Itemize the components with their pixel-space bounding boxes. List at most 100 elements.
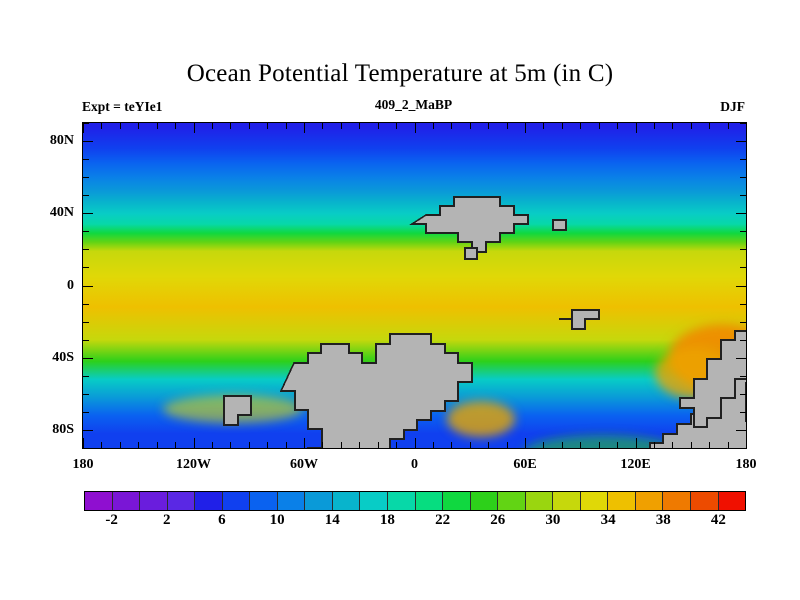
axis-tick-mark xyxy=(598,442,600,448)
axis-tick-mark xyxy=(101,123,103,129)
axis-tick-mark xyxy=(740,393,746,395)
axis-tick-mark xyxy=(83,231,89,233)
axis-tick-mark xyxy=(304,438,305,448)
x-axis-tick-label: 120W xyxy=(176,457,211,472)
axis-tick-mark xyxy=(598,123,600,129)
y-axis-tick-label: 80N xyxy=(49,133,74,149)
axis-tick-mark xyxy=(83,357,93,359)
axis-tick-mark xyxy=(740,321,746,323)
axis-tick-mark xyxy=(736,213,746,215)
colorbar-tick-label: 34 xyxy=(600,512,616,528)
axis-tick-mark xyxy=(740,177,746,179)
axis-tick-mark xyxy=(740,249,746,251)
axis-tick-mark xyxy=(211,442,213,448)
axis-tick-mark xyxy=(561,123,563,129)
colorbar-tick-label: 10 xyxy=(269,512,285,528)
x-axis-tick-label: 60W xyxy=(290,457,318,472)
axis-tick-mark xyxy=(83,393,89,395)
axis-tick-mark xyxy=(83,123,84,133)
colorbar-cell xyxy=(691,492,719,510)
axis-tick-mark xyxy=(83,429,93,431)
colorbar-tick-label: 42 xyxy=(710,512,726,528)
colorbar-cell xyxy=(525,492,554,510)
colorbar-tick-label: 38 xyxy=(655,512,671,528)
axis-tick-mark xyxy=(267,442,269,448)
axis-tick-mark xyxy=(740,267,746,269)
axis-tick-mark xyxy=(469,123,471,129)
colorbar-cell xyxy=(718,492,746,510)
axis-tick-mark xyxy=(359,123,361,129)
axis-tick-mark xyxy=(83,375,89,377)
axis-tick-mark xyxy=(635,123,637,133)
axis-tick-mark xyxy=(727,123,729,129)
colorbar-tick-label: 30 xyxy=(545,512,561,528)
colorbar-cell xyxy=(305,492,333,510)
y-axis-tick-label: 80S xyxy=(52,421,74,437)
axis-tick-mark xyxy=(83,267,89,269)
colorbar-tick-label: 22 xyxy=(435,512,451,528)
axis-tick-mark xyxy=(83,159,89,161)
axis-tick-mark xyxy=(543,123,545,129)
axis-tick-mark xyxy=(653,123,655,129)
axis-tick-mark xyxy=(740,339,746,341)
x-axis-tick-label: 120E xyxy=(620,457,651,472)
colorbar-cell xyxy=(85,492,113,510)
axis-tick-mark xyxy=(119,442,121,448)
axis-tick-mark xyxy=(709,442,711,448)
colorbar-swatches xyxy=(84,491,746,511)
axis-tick-mark xyxy=(740,231,746,233)
axis-tick-mark xyxy=(506,123,508,129)
axis-tick-mark xyxy=(672,123,674,129)
colorbar-cell xyxy=(553,492,581,510)
axis-tick-mark xyxy=(119,123,121,129)
axis-tick-mark xyxy=(488,123,490,129)
colorbar-tick-labels: -2 2 6 10 14 18 22 26 30 34 38 42 xyxy=(84,512,746,538)
map-plot-area xyxy=(82,122,747,449)
axis-tick-mark xyxy=(322,442,324,448)
x-axis-tick-label: 180 xyxy=(735,457,757,472)
colorbar-cell xyxy=(580,492,609,510)
axis-tick-mark xyxy=(101,442,103,448)
colorbar-cell xyxy=(140,492,168,510)
axis-tick-mark xyxy=(736,357,746,359)
axis-tick-mark xyxy=(672,442,674,448)
axis-tick-mark xyxy=(83,321,89,323)
colorbar-tick-label: 26 xyxy=(490,512,506,528)
axis-tick-mark xyxy=(322,123,324,129)
axis-tick-mark xyxy=(736,285,746,287)
temperature-field xyxy=(83,123,746,448)
axis-tick-mark xyxy=(617,442,619,448)
axis-tick-mark xyxy=(740,159,746,161)
axis-tick-mark xyxy=(83,285,93,287)
axis-tick-mark xyxy=(396,123,398,129)
colorbar-cell xyxy=(388,492,416,510)
axis-tick-mark xyxy=(230,123,232,129)
y-axis-tick-label: 40N xyxy=(49,205,74,221)
colorbar-cell xyxy=(443,492,471,510)
page-title: Ocean Potential Temperature at 5m (in C) xyxy=(186,60,614,87)
axis-tick-mark xyxy=(740,123,746,124)
axis-tick-mark xyxy=(690,442,692,448)
land-masses xyxy=(223,196,746,448)
x-axis: 180 120W 60W 0 60E 120E 180 xyxy=(73,449,757,475)
axis-tick-mark xyxy=(451,123,453,129)
axis-tick-mark xyxy=(580,442,582,448)
axis-tick-mark xyxy=(83,303,89,305)
colorbar-cell xyxy=(167,492,196,510)
axis-tick-mark xyxy=(561,442,563,448)
axis-tick-mark xyxy=(543,442,545,448)
colorbar-tick-label: 2 xyxy=(163,512,171,528)
x-axis-tick-label: 60E xyxy=(513,457,537,472)
axis-tick-mark xyxy=(525,123,526,133)
axis-tick-mark xyxy=(285,442,287,448)
colorbar-cell xyxy=(222,492,251,510)
axis-tick-mark xyxy=(359,442,361,448)
axis-tick-mark xyxy=(727,442,729,448)
axis-tick-mark xyxy=(340,123,342,129)
axis-tick-mark xyxy=(83,141,93,143)
axis-tick-mark xyxy=(83,411,89,413)
axis-tick-mark xyxy=(83,195,89,197)
axis-tick-mark xyxy=(83,177,89,179)
axis-tick-mark xyxy=(211,123,213,129)
axis-tick-mark xyxy=(83,123,89,124)
